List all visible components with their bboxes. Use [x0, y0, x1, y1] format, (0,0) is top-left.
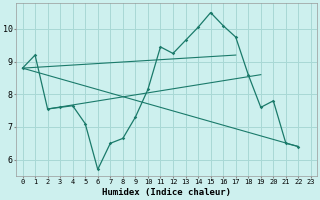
X-axis label: Humidex (Indice chaleur): Humidex (Indice chaleur): [102, 188, 231, 197]
